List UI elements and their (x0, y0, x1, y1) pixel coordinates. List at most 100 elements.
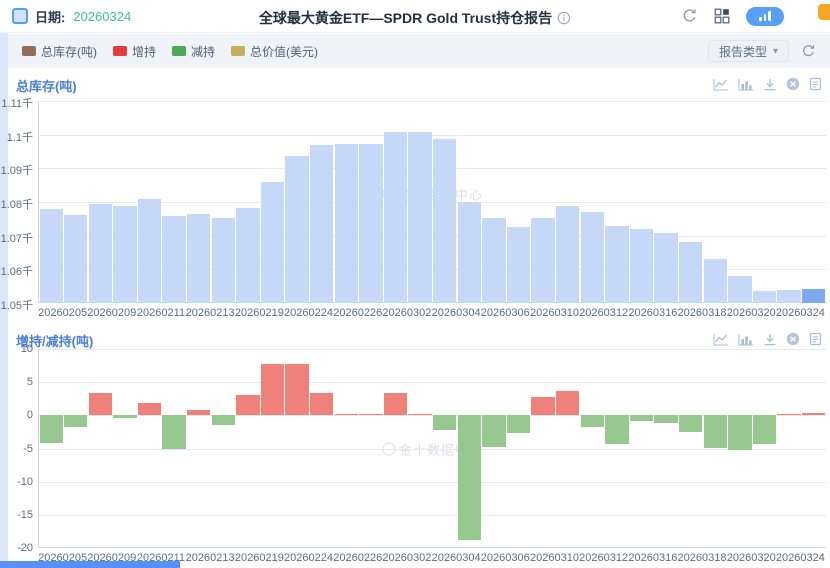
inventory-bar[interactable] (383, 132, 408, 303)
inventory-bar[interactable] (260, 182, 285, 303)
inventory-bar[interactable] (555, 206, 580, 303)
inventory-bar[interactable] (39, 209, 63, 303)
bar-chart-icon[interactable] (738, 333, 754, 346)
x-tick-label: 20260324 (775, 307, 825, 319)
gridline (39, 101, 826, 102)
inventory-bar[interactable] (629, 229, 654, 303)
inventory-bar[interactable] (64, 215, 88, 303)
header-actions (681, 6, 818, 26)
inventory-bar[interactable] (457, 202, 481, 303)
delta-bar[interactable] (457, 415, 481, 541)
x-tick-label: 20260213 (185, 307, 235, 319)
inventory-bar[interactable] (703, 258, 727, 303)
download-icon[interactable] (763, 333, 777, 346)
inventory-bar[interactable] (531, 218, 555, 303)
left-edge-strip (0, 33, 8, 568)
inventory-bar[interactable] (777, 290, 801, 303)
inventory-bar[interactable] (678, 241, 703, 303)
delta-bar[interactable] (162, 415, 186, 450)
inventory-bar[interactable] (752, 290, 777, 303)
document-icon[interactable] (809, 77, 822, 91)
legend-item-inventory[interactable]: 总库存(吨) (22, 43, 97, 60)
close-circle-icon[interactable] (786, 332, 800, 346)
delta-bar[interactable] (113, 415, 137, 418)
inventory-bar[interactable] (236, 208, 260, 303)
delta-bar[interactable] (654, 415, 678, 424)
inventory-bar[interactable] (482, 218, 506, 303)
delta-bar[interactable] (801, 413, 826, 416)
delta-bar[interactable] (580, 415, 604, 427)
legend-item-increase[interactable]: 增持 (113, 43, 156, 60)
legend-item-total-value[interactable]: 总价值(美元) (231, 43, 318, 60)
delta-bar[interactable] (236, 394, 260, 416)
delta-bar[interactable] (433, 415, 457, 430)
delta-bar[interactable] (555, 391, 580, 416)
delta-bar[interactable] (482, 415, 506, 448)
delta-bar[interactable] (359, 413, 383, 416)
inventory-bar[interactable] (359, 143, 383, 303)
inventory-bar[interactable] (285, 156, 309, 303)
delta-bar[interactable] (383, 392, 408, 416)
delta-bar[interactable] (88, 393, 113, 416)
delta-bar[interactable] (39, 415, 63, 443)
delta-bar[interactable] (334, 413, 359, 416)
inventory-bar[interactable] (334, 144, 359, 303)
gridline (39, 349, 826, 350)
bar-chart-icon[interactable] (738, 78, 754, 91)
grid-layout-icon[interactable] (714, 8, 730, 24)
inventory-bar[interactable] (801, 289, 826, 303)
delta-bar[interactable] (752, 415, 777, 444)
refresh-icon[interactable] (681, 8, 698, 25)
delta-bar[interactable] (605, 415, 629, 444)
delta-bar[interactable] (678, 415, 703, 432)
delta-bar[interactable] (211, 415, 236, 425)
side-floating-button[interactable] (818, 4, 830, 20)
line-chart-icon[interactable] (713, 333, 729, 346)
delta-bar[interactable] (310, 392, 334, 416)
delta-bar[interactable] (187, 410, 211, 416)
info-icon[interactable] (557, 11, 571, 25)
inventory-bar[interactable] (728, 276, 752, 303)
calendar-icon[interactable] (12, 8, 28, 24)
x-tick-label: 20260318 (677, 307, 727, 319)
inventory-bar[interactable] (187, 213, 211, 303)
delta-bar[interactable] (629, 415, 654, 422)
inventory-bar[interactable] (88, 204, 113, 303)
inventory-bar[interactable] (211, 218, 236, 303)
delta-bar[interactable] (285, 364, 309, 416)
delta-bar[interactable] (260, 364, 285, 416)
inventory-bar[interactable] (162, 216, 186, 303)
inventory-bar[interactable] (137, 199, 162, 303)
delta-bar[interactable] (703, 415, 727, 449)
line-chart-icon[interactable] (713, 78, 729, 91)
inventory-bar[interactable] (408, 131, 432, 303)
document-icon[interactable] (809, 332, 822, 346)
report-type-dropdown[interactable]: 报告类型 ▾ (707, 40, 789, 62)
date-picker-value[interactable]: 20260324 (73, 8, 132, 24)
mini-bar (763, 13, 767, 21)
chart-view-button[interactable] (746, 6, 784, 26)
inventory-bar[interactable] (113, 205, 137, 303)
inventory-bar[interactable] (580, 211, 604, 303)
close-circle-icon[interactable] (786, 77, 800, 91)
reload-icon[interactable] (801, 44, 816, 59)
delta-bar[interactable] (506, 415, 531, 433)
delta-bar[interactable] (408, 413, 432, 416)
delta-bar[interactable] (137, 402, 162, 416)
x-tick-label: 20260211 (136, 307, 186, 319)
legend-item-decrease[interactable]: 减持 (172, 43, 215, 60)
horizontal-scrollbar[interactable] (0, 561, 180, 568)
download-icon[interactable] (763, 78, 777, 91)
y-tick-label: -20 (17, 542, 33, 554)
delta-bar[interactable] (777, 413, 801, 416)
delta-bar[interactable] (728, 415, 752, 451)
inventory-bar[interactable] (605, 226, 629, 303)
inventory-bar[interactable] (506, 227, 531, 303)
inventory-bar[interactable] (433, 139, 457, 303)
gridline (39, 415, 826, 417)
inventory-bar[interactable] (310, 144, 334, 303)
delta-bar[interactable] (64, 415, 88, 428)
inventory-bar[interactable] (654, 233, 678, 303)
gridline (39, 547, 826, 548)
delta-bar[interactable] (531, 397, 555, 416)
